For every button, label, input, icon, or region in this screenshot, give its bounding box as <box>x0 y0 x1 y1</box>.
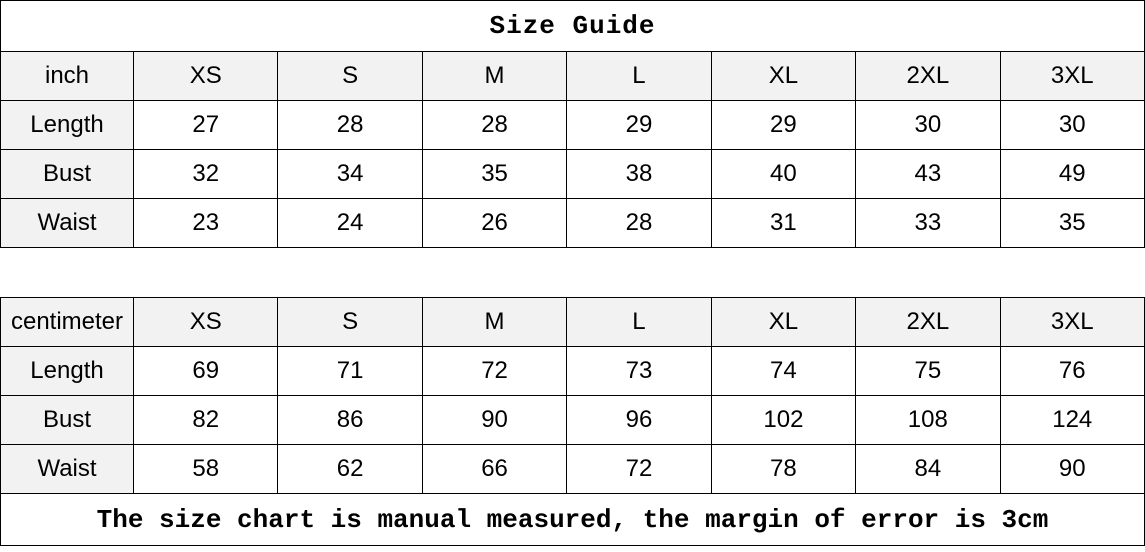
centimeter-header-row: centimeter XS S M L XL 2XL 3XL <box>0 297 1145 347</box>
size-value-cell: 27 <box>132 100 279 150</box>
size-value-cell: 73 <box>566 346 712 396</box>
size-value-cell: 66 <box>421 444 568 494</box>
table-row: Length 27 28 28 29 29 30 30 <box>0 100 1145 150</box>
size-value-cell: 26 <box>421 198 568 248</box>
size-column-header: XS <box>132 297 279 347</box>
row-label: Waist <box>0 198 134 248</box>
inch-header-row: inch XS S M L XL 2XL 3XL <box>0 51 1145 101</box>
size-value-cell: 71 <box>277 346 423 396</box>
size-value-cell: 28 <box>277 100 423 150</box>
size-column-header: M <box>421 51 568 101</box>
size-value-cell: 102 <box>710 395 857 445</box>
size-value-cell: 31 <box>710 198 857 248</box>
size-value-cell: 32 <box>132 149 279 199</box>
size-value-cell: 96 <box>566 395 712 445</box>
size-value-cell: 86 <box>277 395 423 445</box>
size-column-header: L <box>566 51 712 101</box>
size-value-cell: 75 <box>855 346 1001 396</box>
size-value-cell: 29 <box>566 100 712 150</box>
size-value-cell: 35 <box>999 198 1145 248</box>
size-column-header: 2XL <box>855 51 1001 101</box>
table-row: Length 69 71 72 73 74 75 76 <box>0 346 1145 396</box>
size-column-header: S <box>277 297 423 347</box>
size-column-header: XL <box>710 297 857 347</box>
row-label: Length <box>0 346 134 396</box>
table-row: Waist 23 24 26 28 31 33 35 <box>0 198 1145 248</box>
size-value-cell: 38 <box>566 149 712 199</box>
size-value-cell: 23 <box>132 198 279 248</box>
size-column-header: XL <box>710 51 857 101</box>
size-value-cell: 76 <box>999 346 1145 396</box>
size-value-cell: 24 <box>277 198 423 248</box>
size-column-header: L <box>566 297 712 347</box>
row-label: Bust <box>0 149 134 199</box>
row-label: Length <box>0 100 134 150</box>
size-value-cell: 108 <box>855 395 1001 445</box>
table-row: Bust 82 86 90 96 102 108 124 <box>0 395 1145 445</box>
size-value-cell: 72 <box>566 444 712 494</box>
page-title: Size Guide <box>0 0 1145 51</box>
size-column-header: S <box>277 51 423 101</box>
footer-note: The size chart is manual measured, the m… <box>0 494 1145 546</box>
size-value-cell: 72 <box>421 346 568 396</box>
size-value-cell: 69 <box>132 346 279 396</box>
size-column-header: XS <box>132 51 279 101</box>
unit-label-inch: inch <box>0 51 134 101</box>
size-value-cell: 34 <box>277 149 423 199</box>
size-value-cell: 35 <box>421 149 568 199</box>
size-column-header: M <box>421 297 568 347</box>
size-value-cell: 58 <box>132 444 279 494</box>
size-value-cell: 74 <box>710 346 857 396</box>
size-value-cell: 29 <box>710 100 857 150</box>
size-column-header: 3XL <box>999 51 1145 101</box>
size-value-cell: 49 <box>999 149 1145 199</box>
size-value-cell: 30 <box>855 100 1001 150</box>
table-row: Bust 32 34 35 38 40 43 49 <box>0 149 1145 199</box>
size-value-cell: 40 <box>710 149 857 199</box>
size-value-cell: 78 <box>710 444 857 494</box>
size-value-cell: 62 <box>277 444 423 494</box>
size-value-cell: 33 <box>855 198 1001 248</box>
size-value-cell: 30 <box>999 100 1145 150</box>
unit-label-centimeter: centimeter <box>0 297 134 347</box>
row-label: Bust <box>0 395 134 445</box>
size-value-cell: 28 <box>566 198 712 248</box>
table-gap-divider <box>0 248 1145 297</box>
centimeter-table: centimeter XS S M L XL 2XL 3XL Length 69… <box>0 297 1145 494</box>
table-row: Waist 58 62 66 72 78 84 90 <box>0 444 1145 494</box>
size-value-cell: 90 <box>421 395 568 445</box>
size-column-header: 3XL <box>999 297 1145 347</box>
inch-table: inch XS S M L XL 2XL 3XL Length 27 28 28… <box>0 51 1145 248</box>
size-value-cell: 84 <box>855 444 1001 494</box>
size-value-cell: 82 <box>132 395 279 445</box>
size-column-header: 2XL <box>855 297 1001 347</box>
size-value-cell: 28 <box>421 100 568 150</box>
row-label: Waist <box>0 444 134 494</box>
size-value-cell: 90 <box>999 444 1145 494</box>
size-value-cell: 43 <box>855 149 1001 199</box>
size-value-cell: 124 <box>999 395 1145 445</box>
